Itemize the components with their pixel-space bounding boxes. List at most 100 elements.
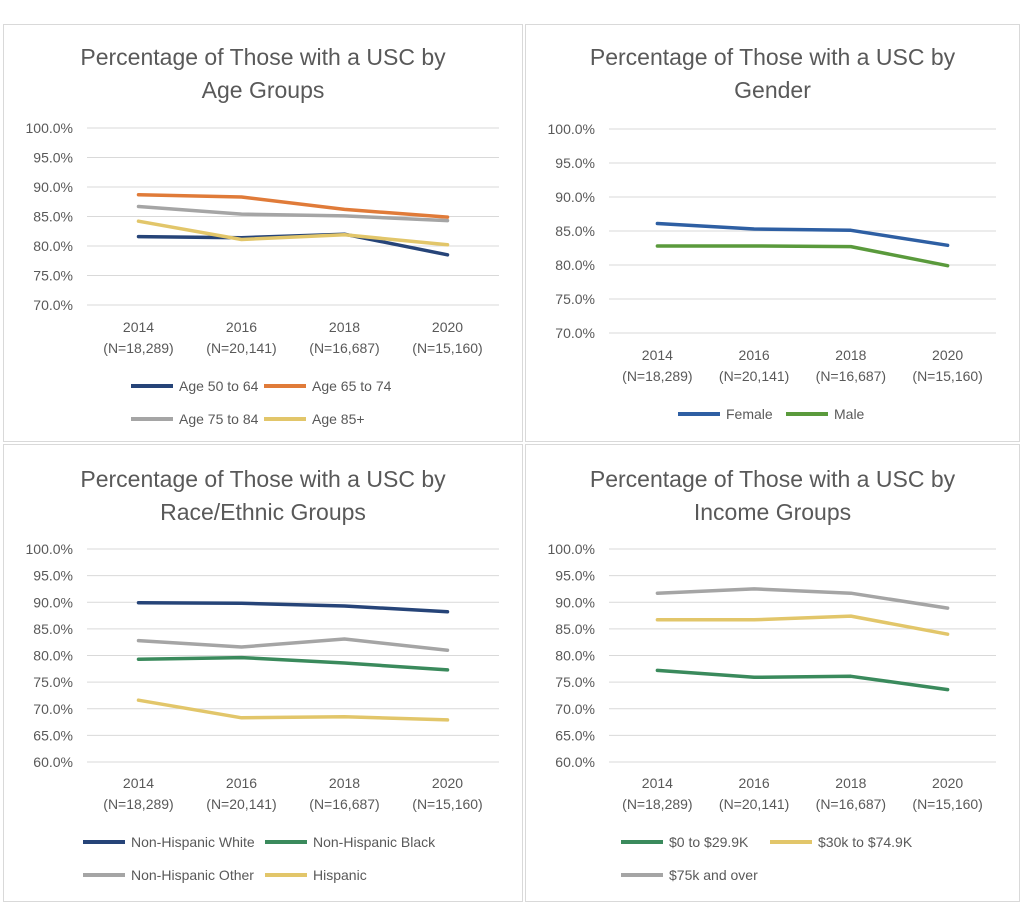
x-tick-label: 2014 bbox=[123, 775, 154, 791]
y-tick-label: 75.0% bbox=[555, 291, 595, 307]
series-line bbox=[136, 698, 450, 722]
y-tick-label: 90.0% bbox=[555, 594, 595, 610]
x-tick-label: 2020 bbox=[932, 347, 963, 363]
y-tick-label: 70.0% bbox=[555, 325, 595, 341]
y-tick-label: 80.0% bbox=[555, 648, 595, 664]
x-tick-sublabel: (N=15,160) bbox=[912, 796, 982, 812]
x-tick-label: 2018 bbox=[329, 775, 360, 791]
legend-item: Non-Hispanic Black bbox=[265, 834, 435, 850]
x-tick-label: 2018 bbox=[835, 775, 866, 791]
series-line bbox=[136, 192, 450, 219]
legend-swatch bbox=[264, 384, 306, 388]
y-tick-label: 90.0% bbox=[33, 594, 73, 610]
y-tick-label: 90.0% bbox=[33, 179, 73, 195]
x-tick-label: 2020 bbox=[432, 775, 463, 791]
series-line bbox=[136, 637, 450, 652]
series-line bbox=[655, 244, 950, 268]
x-tick-label: 2018 bbox=[835, 347, 866, 363]
series-line bbox=[136, 204, 450, 223]
x-tick-sublabel: (N=15,160) bbox=[912, 368, 982, 384]
y-tick-label: 100.0% bbox=[26, 120, 73, 136]
chart-title: Percentage of Those with a USC by Age Gr… bbox=[4, 41, 522, 107]
legend-item: Hispanic bbox=[265, 867, 367, 883]
x-tick-sublabel: (N=20,141) bbox=[719, 796, 789, 812]
x-tick-sublabel: (N=16,687) bbox=[309, 796, 379, 812]
legend-swatch bbox=[770, 840, 812, 844]
x-tick-sublabel: (N=20,141) bbox=[719, 368, 789, 384]
legend-swatch bbox=[265, 840, 307, 844]
series-line bbox=[136, 219, 450, 247]
legend-label: $30k to $74.9K bbox=[818, 834, 913, 850]
y-tick-label: 70.0% bbox=[33, 297, 73, 313]
x-tick-sublabel: (N=20,141) bbox=[206, 796, 276, 812]
y-tick-label: 85.0% bbox=[555, 223, 595, 239]
y-tick-label: 85.0% bbox=[555, 621, 595, 637]
legend-swatch bbox=[83, 840, 125, 844]
line-chart-gender: 100.0% 95.0% 90.0% 85.0% 80.0% 75.0% 70.0% 2014… bbox=[548, 121, 996, 384]
legend-swatch bbox=[621, 840, 663, 844]
chart-panel-age-groups: Percentage of Those with a USC by Age Gr… bbox=[3, 24, 523, 442]
chart-title-line-1: Percentage of Those with a USC by bbox=[80, 466, 446, 492]
x-tick-label: 2018 bbox=[329, 319, 360, 335]
x-tick-label: 2016 bbox=[226, 775, 257, 791]
x-tick-label: 2020 bbox=[432, 319, 463, 335]
legend-label: Age 85+ bbox=[312, 411, 365, 427]
y-tick-label: 80.0% bbox=[33, 238, 73, 254]
x-tick-label: 2020 bbox=[932, 775, 963, 791]
y-tick-label: 100.0% bbox=[548, 541, 595, 557]
legend-label: Hispanic bbox=[313, 867, 367, 883]
y-tick-label: 95.0% bbox=[555, 155, 595, 171]
y-tick-label: 80.0% bbox=[33, 648, 73, 664]
x-tick-sublabel: (N=18,289) bbox=[622, 368, 692, 384]
series-line bbox=[655, 614, 950, 636]
legend-label: $75k and over bbox=[669, 867, 758, 883]
x-tick-sublabel: (N=15,160) bbox=[412, 796, 482, 812]
legend-swatch bbox=[786, 412, 828, 416]
x-tick-sublabel: (N=20,141) bbox=[206, 340, 276, 356]
legend-label: Non-Hispanic Black bbox=[313, 834, 436, 850]
legend-label: Age 50 to 64 bbox=[179, 378, 259, 394]
y-tick-label: 95.0% bbox=[33, 568, 73, 584]
legend-swatch bbox=[265, 873, 307, 877]
x-tick-sublabel: (N=16,687) bbox=[816, 796, 886, 812]
chart-title-line-1: Percentage of Those with a USC by bbox=[589, 466, 956, 492]
x-tick-sublabel: (N=16,687) bbox=[816, 368, 886, 384]
legend-item: Age 65 to 74 bbox=[264, 378, 391, 394]
y-tick-label: 75.0% bbox=[33, 674, 73, 690]
series-line bbox=[136, 655, 450, 672]
legend-item: $75k and over bbox=[621, 867, 758, 883]
x-tick-sublabel: (N=18,289) bbox=[103, 796, 173, 812]
series-line bbox=[655, 221, 950, 248]
chart-title: Percentage of Those with a USC by Income… bbox=[526, 463, 1019, 529]
y-tick-label: 95.0% bbox=[33, 150, 73, 166]
legend-item: Age 50 to 64 bbox=[131, 378, 258, 394]
legend-item: Male bbox=[786, 406, 864, 422]
line-chart-income: 100.0% 95.0% 90.0% 85.0% 80.0% 75.0% 70.0% 65.0… bbox=[548, 541, 996, 812]
legend-item: Non-Hispanic White bbox=[83, 834, 255, 850]
y-tick-label: 75.0% bbox=[33, 268, 73, 284]
chart-title-line-2: Age Groups bbox=[201, 77, 325, 103]
legend-label: Male bbox=[834, 406, 865, 422]
chart-panel-income-groups: Percentage of Those with a USC by Income… bbox=[525, 444, 1020, 902]
y-tick-label: 65.0% bbox=[555, 727, 595, 743]
y-tick-label: 100.0% bbox=[548, 121, 595, 137]
x-tick-label: 2016 bbox=[739, 775, 770, 791]
y-tick-label: 75.0% bbox=[555, 674, 595, 690]
y-tick-label: 60.0% bbox=[33, 754, 73, 770]
chart-title-line-1: Percentage of Those with a USC by bbox=[80, 44, 446, 70]
chart-title-line-2: Income Groups bbox=[693, 499, 852, 525]
chart-panel-race-ethnic-groups: Percentage of Those with a USC by Race/E… bbox=[3, 444, 523, 902]
y-tick-label: 90.0% bbox=[555, 189, 595, 205]
series-line bbox=[136, 601, 450, 614]
chart-panel-gender: Percentage of Those with a USC by Gender… bbox=[525, 24, 1020, 442]
series-line bbox=[655, 587, 950, 610]
y-tick-label: 85.0% bbox=[33, 621, 73, 637]
line-chart-race: 100.0% 95.0% 90.0% 85.0% 80.0% 75.0% 70.0% 65.0… bbox=[26, 541, 499, 812]
legend-item: $30k to $74.9K bbox=[770, 834, 912, 850]
legend-swatch bbox=[264, 417, 306, 421]
legend-label: Non-Hispanic White bbox=[131, 834, 255, 850]
legend-label: Female bbox=[726, 406, 773, 422]
y-tick-label: 70.0% bbox=[33, 701, 73, 717]
legend-label: Non-Hispanic Other bbox=[131, 867, 254, 883]
x-tick-label: 2014 bbox=[123, 319, 154, 335]
